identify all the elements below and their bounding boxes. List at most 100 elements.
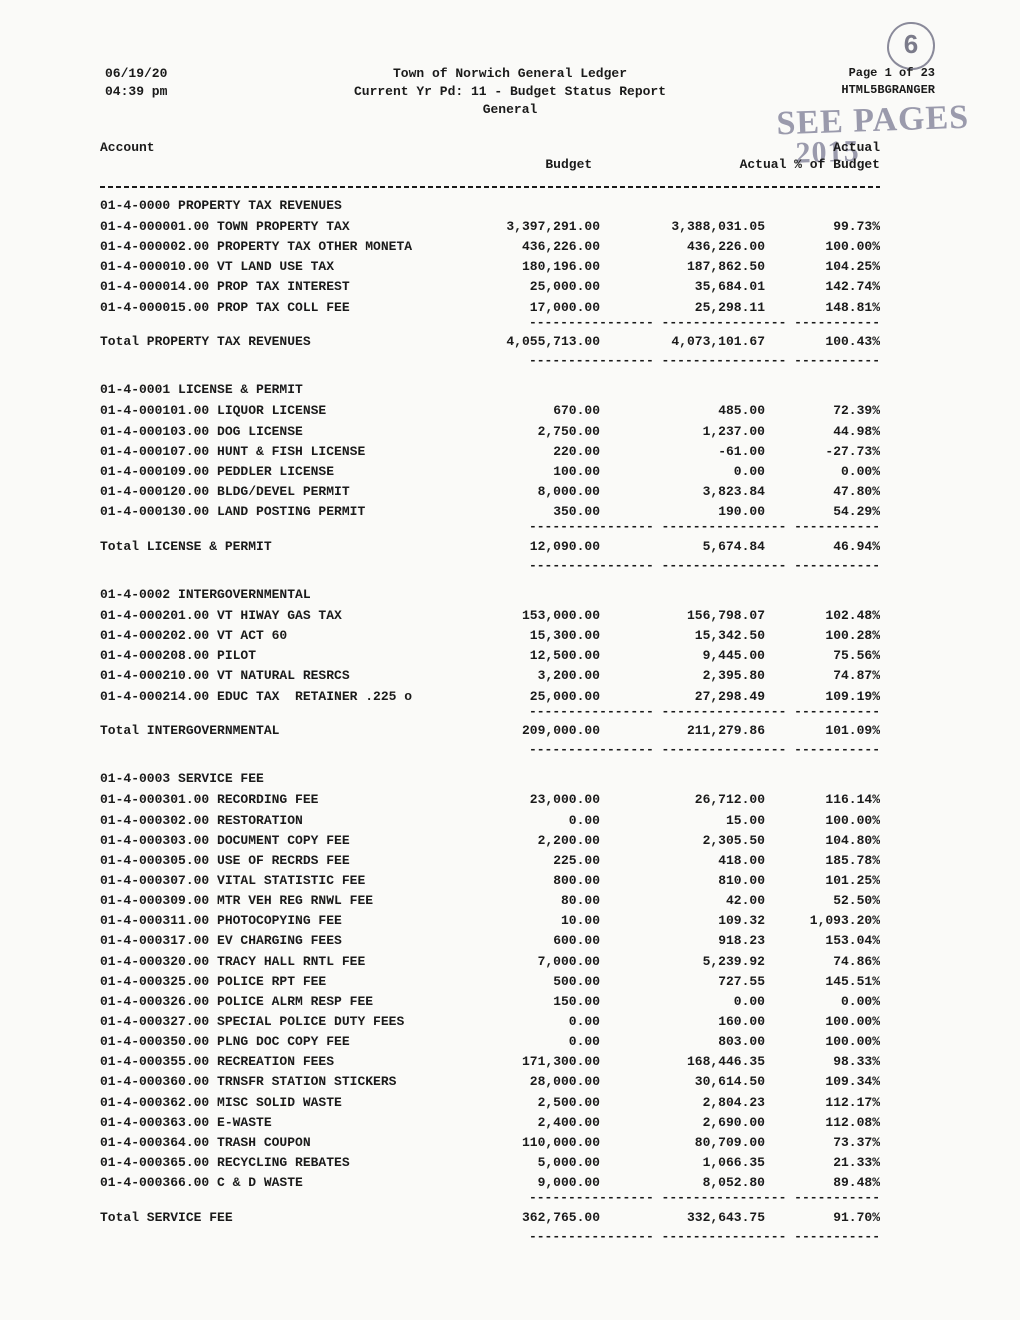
total-label: Total PROPERTY TAX REVENUES bbox=[100, 332, 435, 352]
budget-value: 150.00 bbox=[435, 992, 600, 1012]
total-pct: 101.09% bbox=[765, 721, 880, 741]
actual-value: 168,446.35 bbox=[600, 1052, 765, 1072]
account-label: 01-4-000364.00 TRASH COUPON bbox=[100, 1133, 435, 1153]
ledger-row: 01-4-000001.00 TOWN PROPERTY TAX3,397,29… bbox=[100, 217, 880, 237]
total-actual: 5,674.84 bbox=[600, 537, 765, 557]
total-label: Total INTERGOVERNMENTAL bbox=[100, 721, 435, 741]
pct-value: 47.80% bbox=[765, 482, 880, 502]
pct-value: 145.51% bbox=[765, 972, 880, 992]
section-spacer bbox=[100, 368, 880, 376]
subtotal-dash: ---------------- ---------------- ------… bbox=[100, 520, 880, 534]
pct-value: 0.00% bbox=[765, 462, 880, 482]
account-label: 01-4-000015.00 PROP TAX COLL FEE bbox=[100, 298, 435, 318]
pct-value: 1,093.20% bbox=[765, 911, 880, 931]
pct-value: 109.34% bbox=[765, 1072, 880, 1092]
account-label: 01-4-000320.00 TRACY HALL RNTL FEE bbox=[100, 952, 435, 972]
pct-value: 44.98% bbox=[765, 422, 880, 442]
actual-value: 2,395.80 bbox=[600, 666, 765, 686]
col-actual-pct: Actual % of Budget bbox=[600, 157, 880, 172]
budget-value: 80.00 bbox=[435, 891, 600, 911]
budget-value: 220.00 bbox=[435, 442, 600, 462]
account-label: 01-4-000309.00 MTR VEH REG RNWL FEE bbox=[100, 891, 435, 911]
ledger-row: 01-4-000202.00 VT ACT 6015,300.0015,342.… bbox=[100, 626, 880, 646]
actual-value: 160.00 bbox=[600, 1012, 765, 1032]
pct-value: 21.33% bbox=[765, 1153, 880, 1173]
ledger-row: 01-4-000301.00 RECORDING FEE23,000.0026,… bbox=[100, 790, 880, 810]
ledger-row: 01-4-000350.00 PLNG DOC COPY FEE0.00803.… bbox=[100, 1032, 880, 1052]
budget-value: 0.00 bbox=[435, 1012, 600, 1032]
budget-value: 15,300.00 bbox=[435, 626, 600, 646]
account-label: 01-4-000350.00 PLNG DOC COPY FEE bbox=[100, 1032, 435, 1052]
col-account: Account bbox=[100, 140, 155, 155]
actual-value: 0.00 bbox=[600, 992, 765, 1012]
pct-value: 52.50% bbox=[765, 891, 880, 911]
pct-value: 0.00% bbox=[765, 992, 880, 1012]
section-title: 01-4-0002 INTERGOVERNMENTAL bbox=[100, 587, 880, 602]
page-number: Page 1 of 23 bbox=[841, 65, 935, 82]
handwritten-circle-annotation: 6 bbox=[887, 22, 935, 70]
pct-value: 72.39% bbox=[765, 401, 880, 421]
budget-value: 225.00 bbox=[435, 851, 600, 871]
ledger-row: 01-4-000320.00 TRACY HALL RNTL FEE7,000.… bbox=[100, 952, 880, 972]
budget-value: 500.00 bbox=[435, 972, 600, 992]
budget-value: 2,750.00 bbox=[435, 422, 600, 442]
header-divider bbox=[100, 186, 880, 188]
account-label: 01-4-000208.00 PILOT bbox=[100, 646, 435, 666]
report-title-3: General bbox=[0, 101, 1020, 119]
account-label: 01-4-000202.00 VT ACT 60 bbox=[100, 626, 435, 646]
col-actual-top: Actual bbox=[770, 140, 880, 155]
ledger-row: 01-4-000327.00 SPECIAL POLICE DUTY FEES0… bbox=[100, 1012, 880, 1032]
pct-value: 100.00% bbox=[765, 1032, 880, 1052]
pct-value: 102.48% bbox=[765, 606, 880, 626]
budget-value: 171,300.00 bbox=[435, 1052, 600, 1072]
pct-value: 116.14% bbox=[765, 790, 880, 810]
pct-value: 153.04% bbox=[765, 931, 880, 951]
ledger-row: 01-4-000210.00 VT NATURAL RESRCS3,200.00… bbox=[100, 666, 880, 686]
ledger-row: 01-4-000002.00 PROPERTY TAX OTHER MONETA… bbox=[100, 237, 880, 257]
ledger-row: 01-4-000303.00 DOCUMENT COPY FEE2,200.00… bbox=[100, 831, 880, 851]
ledger-row: 01-4-000201.00 VT HIWAY GAS TAX153,000.0… bbox=[100, 606, 880, 626]
pct-value: 74.87% bbox=[765, 666, 880, 686]
account-label: 01-4-000303.00 DOCUMENT COPY FEE bbox=[100, 831, 435, 851]
ledger-row: 01-4-000362.00 MISC SOLID WASTE2,500.002… bbox=[100, 1093, 880, 1113]
ledger-row: 01-4-000326.00 POLICE ALRM RESP FEE150.0… bbox=[100, 992, 880, 1012]
account-label: 01-4-000201.00 VT HIWAY GAS TAX bbox=[100, 606, 435, 626]
account-label: 01-4-000301.00 RECORDING FEE bbox=[100, 790, 435, 810]
ledger-row: 01-4-000010.00 VT LAND USE TAX180,196.00… bbox=[100, 257, 880, 277]
total-budget: 362,765.00 bbox=[435, 1208, 600, 1228]
budget-value: 12,500.00 bbox=[435, 646, 600, 666]
pct-value: 142.74% bbox=[765, 277, 880, 297]
section-spacer bbox=[100, 1244, 880, 1252]
account-label: 01-4-000325.00 POLICE RPT FEE bbox=[100, 972, 435, 992]
total-label: Total LICENSE & PERMIT bbox=[100, 537, 435, 557]
ledger-row: 01-4-000360.00 TRNSFR STATION STICKERS28… bbox=[100, 1072, 880, 1092]
actual-value: 2,804.23 bbox=[600, 1093, 765, 1113]
actual-value: 918.23 bbox=[600, 931, 765, 951]
pct-value: 185.78% bbox=[765, 851, 880, 871]
account-label: 01-4-000014.00 PROP TAX INTEREST bbox=[100, 277, 435, 297]
actual-value: 187,862.50 bbox=[600, 257, 765, 277]
budget-value: 153,000.00 bbox=[435, 606, 600, 626]
account-label: 01-4-000305.00 USE OF RECRDS FEE bbox=[100, 851, 435, 871]
actual-value: 418.00 bbox=[600, 851, 765, 871]
pct-value: -27.73% bbox=[765, 442, 880, 462]
actual-value: 2,305.50 bbox=[600, 831, 765, 851]
pct-value: 100.00% bbox=[765, 237, 880, 257]
budget-value: 100.00 bbox=[435, 462, 600, 482]
actual-value: 436,226.00 bbox=[600, 237, 765, 257]
budget-value: 800.00 bbox=[435, 871, 600, 891]
ledger-row: 01-4-000103.00 DOG LICENSE2,750.001,237.… bbox=[100, 422, 880, 442]
ledger-row: 01-4-000307.00 VITAL STATISTIC FEE800.00… bbox=[100, 871, 880, 891]
ledger-row: 01-4-000120.00 BLDG/DEVEL PERMIT8,000.00… bbox=[100, 482, 880, 502]
ledger-row: 01-4-000309.00 MTR VEH REG RNWL FEE80.00… bbox=[100, 891, 880, 911]
account-label: 01-4-000120.00 BLDG/DEVEL PERMIT bbox=[100, 482, 435, 502]
ledger-row: 01-4-000317.00 EV CHARGING FEES600.00918… bbox=[100, 931, 880, 951]
account-label: 01-4-000101.00 LIQUOR LICENSE bbox=[100, 401, 435, 421]
actual-value: 5,239.92 bbox=[600, 952, 765, 972]
total-actual: 332,643.75 bbox=[600, 1208, 765, 1228]
pct-value: 74.86% bbox=[765, 952, 880, 972]
total-pct: 91.70% bbox=[765, 1208, 880, 1228]
pct-value: 104.25% bbox=[765, 257, 880, 277]
section-spacer bbox=[100, 573, 880, 581]
budget-value: 180,196.00 bbox=[435, 257, 600, 277]
